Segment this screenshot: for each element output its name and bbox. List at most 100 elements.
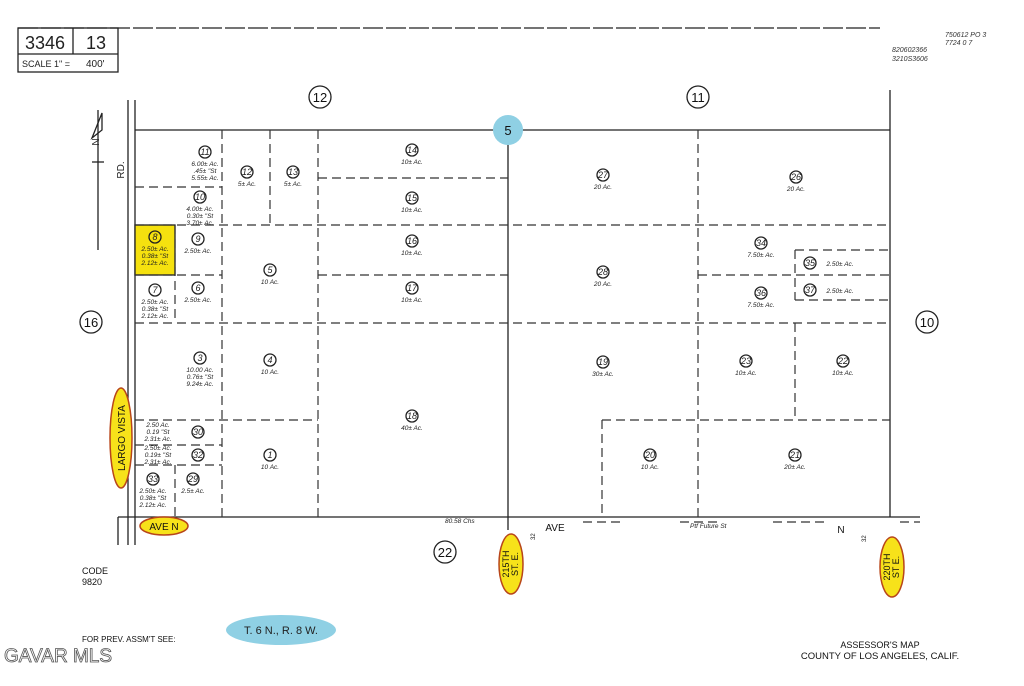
parcel-boundaries [135,130,890,517]
parcel-8-highlight[interactable] [134,224,176,276]
parcel-area: 10± Ac. [401,207,423,214]
parcel-area: 3.70± Ac. [186,220,213,227]
parcel-area: 10± Ac. [832,370,854,377]
parcel-number-circle [836,354,850,368]
parcel-number: 22 [837,356,848,366]
parcel-32[interactable]: 32 2.50± Ac.0.19± "St2.31± Ac. [143,445,205,466]
parcel-area: 20 Ac. [593,281,612,288]
parcel-number: 33 [148,474,158,484]
parcel-number: 18 [407,411,417,421]
ave-n-label: AVE N [149,522,178,533]
parcel-number-circle [191,448,205,462]
parcel-number: 26 [790,172,801,182]
parcel-1[interactable]: 1 10 Ac. [261,448,279,471]
parcel-area: 2.5± Ac. [180,488,205,495]
parcel-area: 20 Ac. [593,184,612,191]
parcel-3[interactable]: 3 10.00 Ac.0.76± "St9.24± Ac. [186,351,214,388]
parcel-18[interactable]: 18 40± Ac. [401,409,423,432]
parcel-35[interactable]: 35 2.50± Ac. [803,256,854,270]
parcel-15[interactable]: 15 10± Ac. [401,191,423,214]
parcel-area: 10± Ac. [401,250,423,257]
parcel-area: 2.50± Ac. [138,488,166,495]
parcel-number: 23 [740,356,751,366]
scale-value: 400' [86,59,105,70]
parcel-29[interactable]: 29 2.5± Ac. [180,472,205,495]
street-220th[interactable]: 220TH ST E. [879,536,905,598]
parcel-26[interactable]: 26 20 Ac. [786,170,805,193]
parcel-number-circle [191,232,205,246]
parcel-area: 10 Ac. [641,464,659,471]
parcel-19[interactable]: 19 30± Ac. [592,355,614,378]
parcel-area: 0.19± "St [145,452,173,459]
north-arrow-icon: N [90,110,104,250]
parcel-area: 10± Ac. [401,159,423,166]
street-215th[interactable]: 215TH ST. E. [498,533,524,595]
township-label: T. 6 N., R. 8 W. [244,625,318,637]
parcel-area: 2.12± Ac. [140,260,168,267]
parcel-number: 36 [756,288,766,298]
parcel-12[interactable]: 12 5± Ac. [238,165,256,188]
north-label: N [91,138,102,145]
parcel-33[interactable]: 33 2.50± Ac.0.38± "St2.12± Ac. [138,472,167,509]
parcel-20[interactable]: 20 10 Ac. [641,448,659,471]
parcel-21[interactable]: 21 20± Ac. [783,448,806,471]
parcel-7[interactable]: 7 2.50± Ac.0.38± "St2.12± Ac. [140,283,170,320]
note: 820602366 [892,47,927,54]
parcel-number-circle [146,472,160,486]
parcel-number-circle [286,165,300,179]
street-largo-vista[interactable]: LARGO VISTA [109,387,133,489]
county-title: COUNTY OF LOS ANGELES, CALIF. [801,651,959,662]
parcel-area: 2.50± Ac. [825,261,853,268]
parcel-16[interactable]: 16 10± Ac. [401,234,423,257]
parcel-area: 10± Ac. [735,370,757,377]
parcel-number: 35 [805,258,816,268]
parcel-23[interactable]: 23 10± Ac. [735,354,757,377]
parcel-28[interactable]: 28 20 Ac. [593,265,612,288]
parcel-30[interactable]: 30 2.50 Ac.0.19 "St2.31± Ac. [143,422,205,443]
parcel-area: 4.00± Ac. [186,206,213,213]
parcel-area: 2.31± Ac. [143,436,171,443]
parcel-37[interactable]: 37 2.50± Ac. [803,283,854,297]
parcel-area: 0.38± "St [142,306,170,313]
parcel-number: 10 [195,192,205,202]
section-numbers: 12 11 16 10 22 5 [79,85,939,564]
parcel-14[interactable]: 14 10± Ac. [401,143,423,166]
parcel-36[interactable]: 36 7.50± Ac. [747,286,775,309]
parcel-34[interactable]: 34 7.50± Ac. [747,236,775,259]
parcel-number-circle [191,425,205,439]
215th-label-2: ST. E. [510,552,520,576]
street-ave-n[interactable]: AVE N [139,516,189,536]
parcel-area: 2.12± Ac. [138,502,166,509]
parcel-number: 32 [193,450,203,460]
scale-label: SCALE 1" = [22,59,70,69]
parcel-area: 2.31± Ac. [143,459,171,466]
page-number: 13 [86,33,106,53]
parcel-8[interactable]: 8 2.50± Ac.0.38± "St2.12± Ac. [140,230,170,267]
parcel-22[interactable]: 22 10± Ac. [832,354,854,377]
width-label: 32 [862,535,868,542]
parcel-area: 0.38± "St [142,253,170,260]
parcel-27[interactable]: 27 20 Ac. [593,168,612,191]
township-badge: T. 6 N., R. 8 W. [226,615,336,645]
parcel-9[interactable]: 9 2.50± Ac. [183,232,212,255]
parcel-4[interactable]: 4 10 Ac. [261,353,279,376]
ave-label: AVE [545,523,565,534]
parcel-number: 3 [197,353,202,363]
parcel-5[interactable]: 5 10 Ac. [261,263,279,286]
parcel-area: 2.50± Ac. [143,445,171,452]
parcel-10[interactable]: 10 4.00± Ac.0.30± "St3.70± Ac. [186,190,214,227]
parcel-11[interactable]: 11 6.00± Ac..45± "St5.55± Ac. [191,145,219,182]
parcel-area: 40± Ac. [401,425,423,432]
parcel-area: 10 Ac. [261,369,279,376]
parcel-area: .45± "St [194,168,218,175]
prev-assessment-label: FOR PREV. ASSM'T SEE: [82,635,176,644]
parcel-area: 2.50± Ac. [183,297,211,304]
code-label: CODE [82,566,108,576]
parcel-area: 20 Ac. [786,186,805,193]
parcel-number-circle [405,191,419,205]
parcel-13[interactable]: 13 5± Ac. [284,165,302,188]
parcel-number-circle [148,230,162,244]
parcel-17[interactable]: 17 10± Ac. [401,281,423,304]
parcel-6[interactable]: 6 2.50± Ac. [183,281,212,304]
